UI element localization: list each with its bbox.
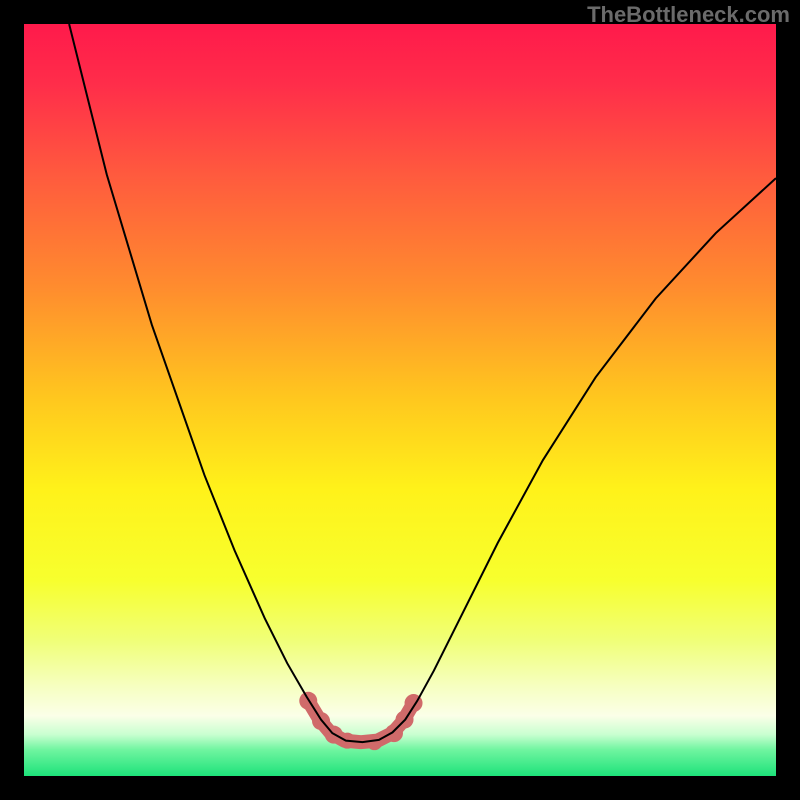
gradient-plot-area [24, 24, 776, 776]
watermark-text: TheBottleneck.com [587, 2, 790, 28]
bottleneck-chart [0, 0, 800, 800]
